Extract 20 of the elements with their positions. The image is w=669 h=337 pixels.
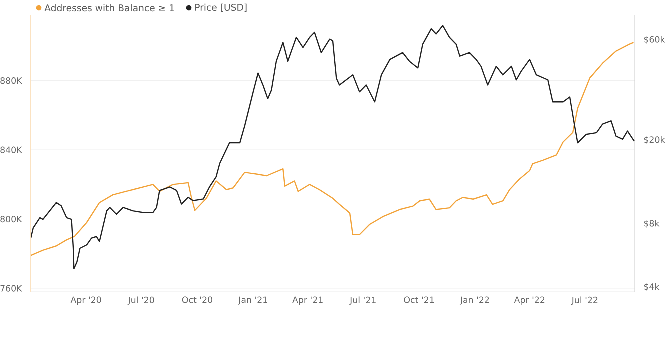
x-tick-label: Jul '21 (350, 296, 376, 306)
y2-tick-label: $60k (644, 36, 666, 44)
x-tick-label: Oct '21 (404, 296, 434, 304)
y-tick-label: 840K (0, 146, 22, 154)
x-tick-label: Jul '22 (571, 296, 598, 306)
x-tick-label: Jan '21 (238, 296, 268, 305)
y2-tick-label: $4k (644, 283, 660, 292)
x-tick-label: Oct '20 (182, 296, 212, 304)
y-tick-label: 880K (0, 78, 22, 84)
x-tick-label: Apr '22 (514, 296, 545, 305)
y-tick-label: 800K (0, 216, 22, 223)
y-tick-label: 760K (0, 285, 22, 292)
legend-label: Addresses with Balance ≥ 1 (44, 4, 174, 12)
legend-label: Price [USD] (196, 4, 247, 12)
x-tick-label: Jul '20 (128, 296, 154, 306)
x-tick-label: Apr '21 (292, 296, 323, 305)
y2-tick-label: $8k (644, 220, 660, 228)
y2-tick-label: $20k (644, 136, 666, 144)
x-tick-label: Jan '22 (460, 296, 490, 305)
x-tick-label: Apr '20 (70, 296, 102, 305)
